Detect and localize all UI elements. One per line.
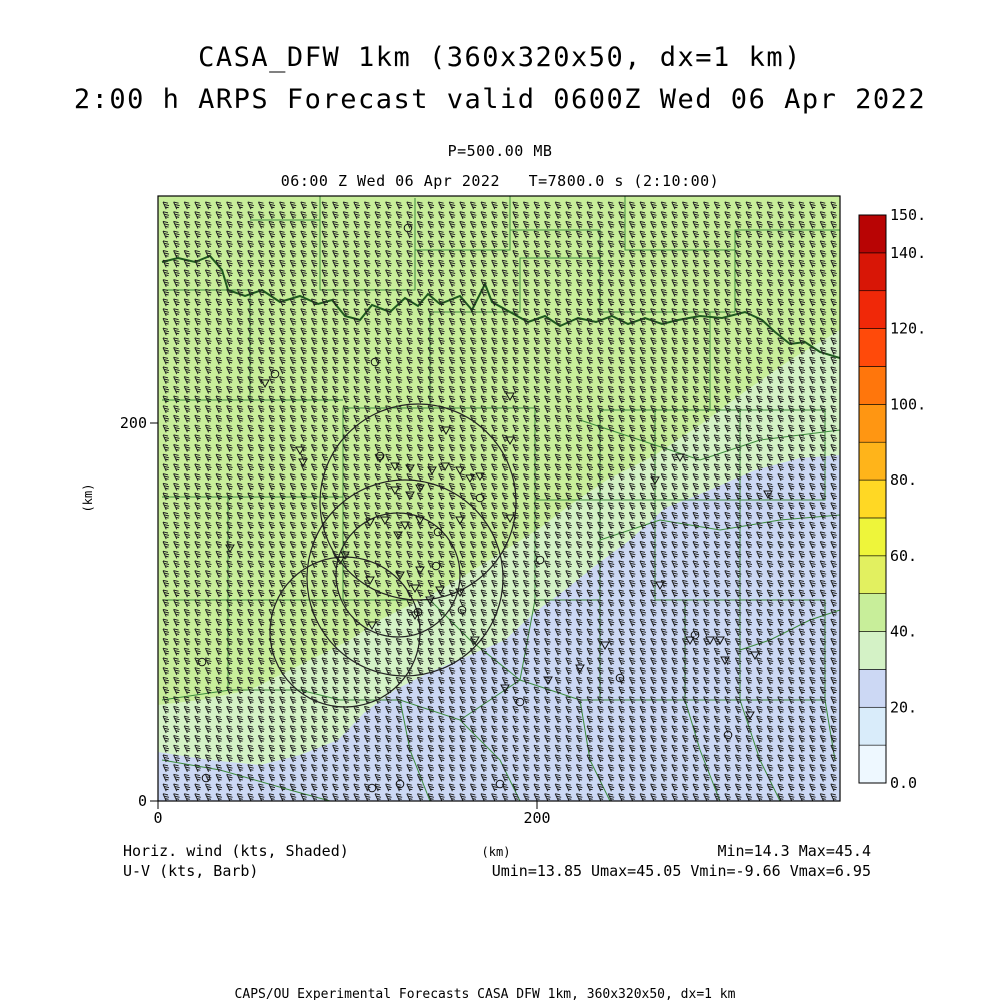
station-triangle-20 bbox=[505, 514, 515, 524]
colorbar-bin-0 bbox=[858, 744, 887, 784]
state-border-red-river bbox=[161, 254, 840, 359]
wind-barb-field bbox=[162, 201, 837, 801]
station-circle-8 bbox=[197, 657, 207, 667]
colorbar-bin-8 bbox=[858, 441, 887, 481]
station-triangle-34 bbox=[600, 641, 610, 651]
colorbar-label-2: 40. bbox=[890, 623, 917, 641]
station-triangle-46 bbox=[335, 556, 345, 566]
x-tick-200: 200 bbox=[523, 809, 550, 827]
uv-stats-readout: Umin=13.85 Umax=45.05 Vmin=-9.66 Vmax=6.… bbox=[492, 862, 871, 880]
station-triangle-11 bbox=[390, 486, 400, 496]
station-circle-14 bbox=[367, 783, 377, 793]
station-triangle-7 bbox=[440, 462, 450, 472]
station-triangle-48 bbox=[505, 436, 515, 446]
colorbar-label-8: 150. bbox=[890, 206, 926, 224]
colorbar-bin-6 bbox=[858, 517, 887, 557]
station-triangle-8 bbox=[455, 466, 465, 476]
colorbar-bin-1 bbox=[858, 706, 887, 746]
colorbar-label-3: 60. bbox=[890, 547, 917, 565]
station-triangle-36 bbox=[685, 636, 695, 646]
colorbar-bin-10 bbox=[858, 366, 887, 405]
station-triangle-17 bbox=[400, 521, 410, 531]
colorbar-label-0: 0.0 bbox=[890, 774, 917, 792]
axis-ticks bbox=[150, 422, 538, 809]
plot-title-line-1: CASA_DFW 1km (360x320x50, dx=1 km) bbox=[198, 42, 802, 73]
colorbar-bin-12 bbox=[858, 290, 887, 329]
station-triangle-37 bbox=[705, 636, 715, 646]
plot-title-line-2: 2:00 h ARPS Forecast valid 0600Z Wed 06 … bbox=[73, 84, 927, 115]
colorbar-label-7: 140. bbox=[890, 244, 926, 262]
shade-40-50 bbox=[158, 196, 840, 705]
x-tick-0: 0 bbox=[153, 809, 162, 827]
colorbar-bin-14 bbox=[858, 214, 887, 254]
colorbar-bin-4 bbox=[858, 593, 887, 632]
colorbar-label-6: 120. bbox=[890, 320, 926, 338]
colorbar-labels: 0.0 20. 40. 60. 80. 100. 120. 140. 150. bbox=[890, 206, 926, 792]
colorbar-bin-13 bbox=[858, 252, 887, 292]
station-triangle-50 bbox=[505, 392, 515, 402]
credit-line: CAPS/OU Experimental Forecasts CASA DFW … bbox=[235, 987, 736, 1000]
station-circle-4 bbox=[433, 527, 443, 537]
min-max-readout: Min=14.3 Max=45.4 bbox=[717, 842, 871, 860]
station-triangle-33 bbox=[575, 664, 585, 674]
colorbar-label-5: 100. bbox=[890, 395, 926, 413]
station-triangle-42 bbox=[675, 453, 685, 463]
wind-barbs bbox=[162, 201, 837, 801]
station-triangle-35 bbox=[655, 581, 665, 591]
station-triangle-19 bbox=[455, 516, 465, 526]
colorbar-bin-9 bbox=[858, 404, 887, 443]
shade-20-30 bbox=[158, 455, 840, 801]
colorbar-label-4: 80. bbox=[890, 471, 917, 489]
station-circle-7 bbox=[413, 607, 423, 617]
colorbar-bin-5 bbox=[858, 555, 887, 594]
y-tick-200: 200 bbox=[120, 414, 147, 432]
valid-time-line: 06:00 Z Wed 06 Apr 2022 T=7800.0 s (2:10… bbox=[280, 172, 720, 190]
station-triangle-0 bbox=[260, 379, 270, 389]
plot-frame bbox=[157, 195, 841, 802]
field-shaded-label: Horiz. wind (kts, Shaded) bbox=[123, 842, 349, 860]
station-triangle-38 bbox=[715, 636, 725, 646]
colorbar-bin-2 bbox=[858, 669, 887, 708]
station-triangle-30 bbox=[470, 636, 480, 646]
station-triangle-40 bbox=[750, 651, 760, 661]
station-triangle-24 bbox=[410, 584, 420, 594]
colorbar-bin-7 bbox=[858, 479, 887, 519]
colorbar-frame bbox=[858, 214, 887, 784]
x-axis-label: (km) bbox=[482, 845, 511, 859]
colorbar bbox=[858, 214, 887, 784]
colorbar-label-1: 20. bbox=[890, 698, 917, 716]
field-barb-label: U-V (kts, Barb) bbox=[123, 862, 258, 880]
station-triangle-28 bbox=[367, 621, 377, 631]
pressure-level: P=500.00 MB bbox=[447, 142, 553, 160]
station-triangle-22 bbox=[365, 576, 375, 586]
colorbar-bin-11 bbox=[858, 328, 887, 367]
station-triangle-9 bbox=[465, 474, 475, 484]
station-circle-6 bbox=[535, 555, 545, 565]
y-tick-0: 0 bbox=[138, 792, 147, 810]
station-triangle-15 bbox=[380, 516, 390, 526]
y-axis-label: (km) bbox=[81, 484, 95, 513]
station-triangle-44 bbox=[763, 490, 773, 500]
colorbar-bin-3 bbox=[858, 631, 887, 670]
station-triangle-1 bbox=[295, 446, 305, 456]
station-triangle-45 bbox=[225, 544, 235, 554]
